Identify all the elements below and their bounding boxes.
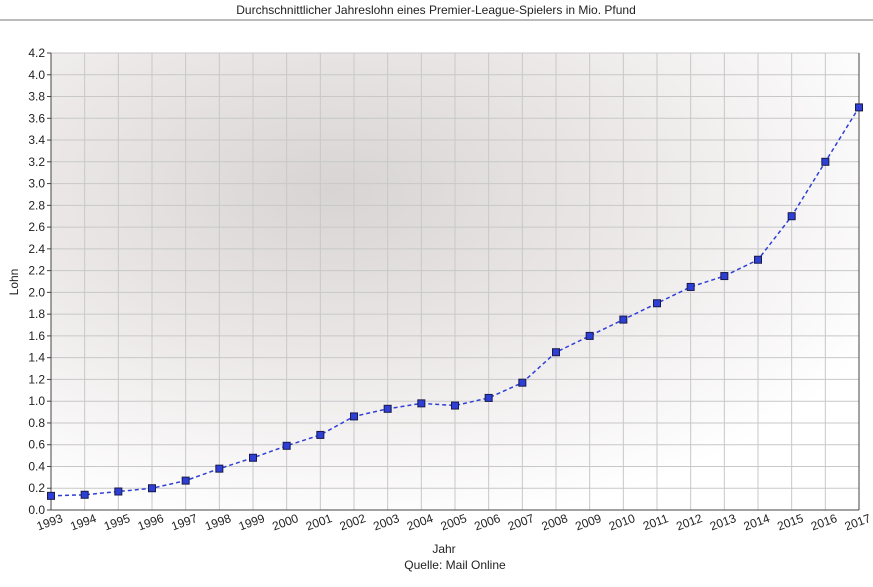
y-tick-label: 1.0 [28, 394, 45, 408]
data-point [282, 441, 291, 450]
data-point [350, 412, 358, 421]
x-tick-label: 2007 [506, 511, 536, 533]
data-point [787, 212, 796, 221]
x-tick-label: 1999 [237, 511, 267, 533]
data-point [686, 282, 695, 291]
y-axis-label: Lohn [7, 269, 21, 296]
y-tick-label: 4.0 [28, 68, 45, 82]
x-tick-label: 2003 [371, 511, 401, 533]
data-point [821, 157, 830, 166]
data-point [215, 464, 224, 473]
x-tick-label: 2016 [809, 511, 839, 533]
x-tick-label: 1998 [203, 511, 233, 533]
x-tick-label: 2001 [304, 511, 334, 533]
data-point [585, 331, 594, 340]
y-tick-label: 2.8 [28, 198, 45, 212]
y-tick-label: 4.2 [28, 46, 45, 60]
x-tick-label: 2008 [540, 511, 570, 533]
y-tick-label: 3.4 [28, 133, 45, 147]
y-tick-label: 1.8 [28, 307, 45, 321]
y-tick-label: 1.2 [28, 372, 45, 386]
x-tick-label: 1994 [68, 511, 98, 533]
data-point [114, 487, 123, 496]
source: Quelle: Mail Online [404, 558, 506, 572]
x-tick-label: 2015 [775, 511, 805, 533]
data-point [316, 430, 325, 439]
data-point [653, 299, 661, 308]
y-tick-label: 2.0 [28, 285, 45, 299]
data-point [80, 490, 89, 499]
y-tick-label: 0.2 [28, 481, 45, 495]
data-point [552, 348, 560, 357]
data-point [417, 399, 426, 408]
chart-title: Durchschnittlicher Jahreslohn eines Prem… [236, 3, 636, 17]
y-tick-label: 0.4 [28, 459, 45, 473]
y-tick-label: 1.4 [28, 351, 45, 365]
y-tick-label: 3.2 [28, 155, 45, 169]
data-point [619, 315, 628, 324]
x-tick-label: 2006 [472, 511, 502, 533]
data-point [451, 401, 459, 410]
data-point [754, 255, 762, 264]
data-point [148, 484, 156, 493]
y-tick-label: 3.8 [28, 90, 45, 104]
x-tick-label: 2011 [641, 511, 670, 533]
y-tick-label: 1.6 [28, 329, 45, 343]
y-tick-label: 3.6 [28, 111, 45, 125]
data-point [181, 476, 190, 485]
data-point [47, 491, 55, 500]
y-tick-label: 2.4 [28, 242, 45, 256]
x-axis-label: Jahr [432, 542, 455, 556]
x-tick-label: 2014 [742, 511, 772, 533]
y-tick-label: 2.2 [28, 264, 45, 278]
data-point [484, 393, 493, 402]
data-point [249, 453, 257, 462]
x-tick-label: 1996 [136, 511, 166, 533]
x-tick-label: 2017 [843, 511, 873, 533]
data-point [518, 378, 527, 387]
data-point [720, 272, 729, 281]
x-tick-label: 2004 [405, 511, 435, 533]
y-tick-label: 2.6 [28, 220, 45, 234]
x-tick-label: 2005 [439, 511, 469, 533]
x-tick-label: 2009 [573, 511, 603, 533]
y-tick-label: 0.8 [28, 416, 45, 430]
x-tick-label: 1995 [102, 511, 132, 533]
y-tick-label: 0.0 [28, 503, 45, 517]
y-tick-label: 0.6 [28, 438, 45, 452]
x-tick-label: 2013 [708, 511, 738, 533]
y-tick-label: 3.0 [28, 177, 45, 191]
data-point [383, 404, 392, 413]
x-tick-label: 2010 [607, 511, 637, 533]
x-tick-label: 2012 [674, 511, 704, 533]
x-tick-label: 2000 [270, 511, 300, 533]
x-tick-label: 1997 [169, 511, 199, 533]
data-point [855, 103, 863, 112]
x-tick-label: 2002 [338, 511, 368, 533]
